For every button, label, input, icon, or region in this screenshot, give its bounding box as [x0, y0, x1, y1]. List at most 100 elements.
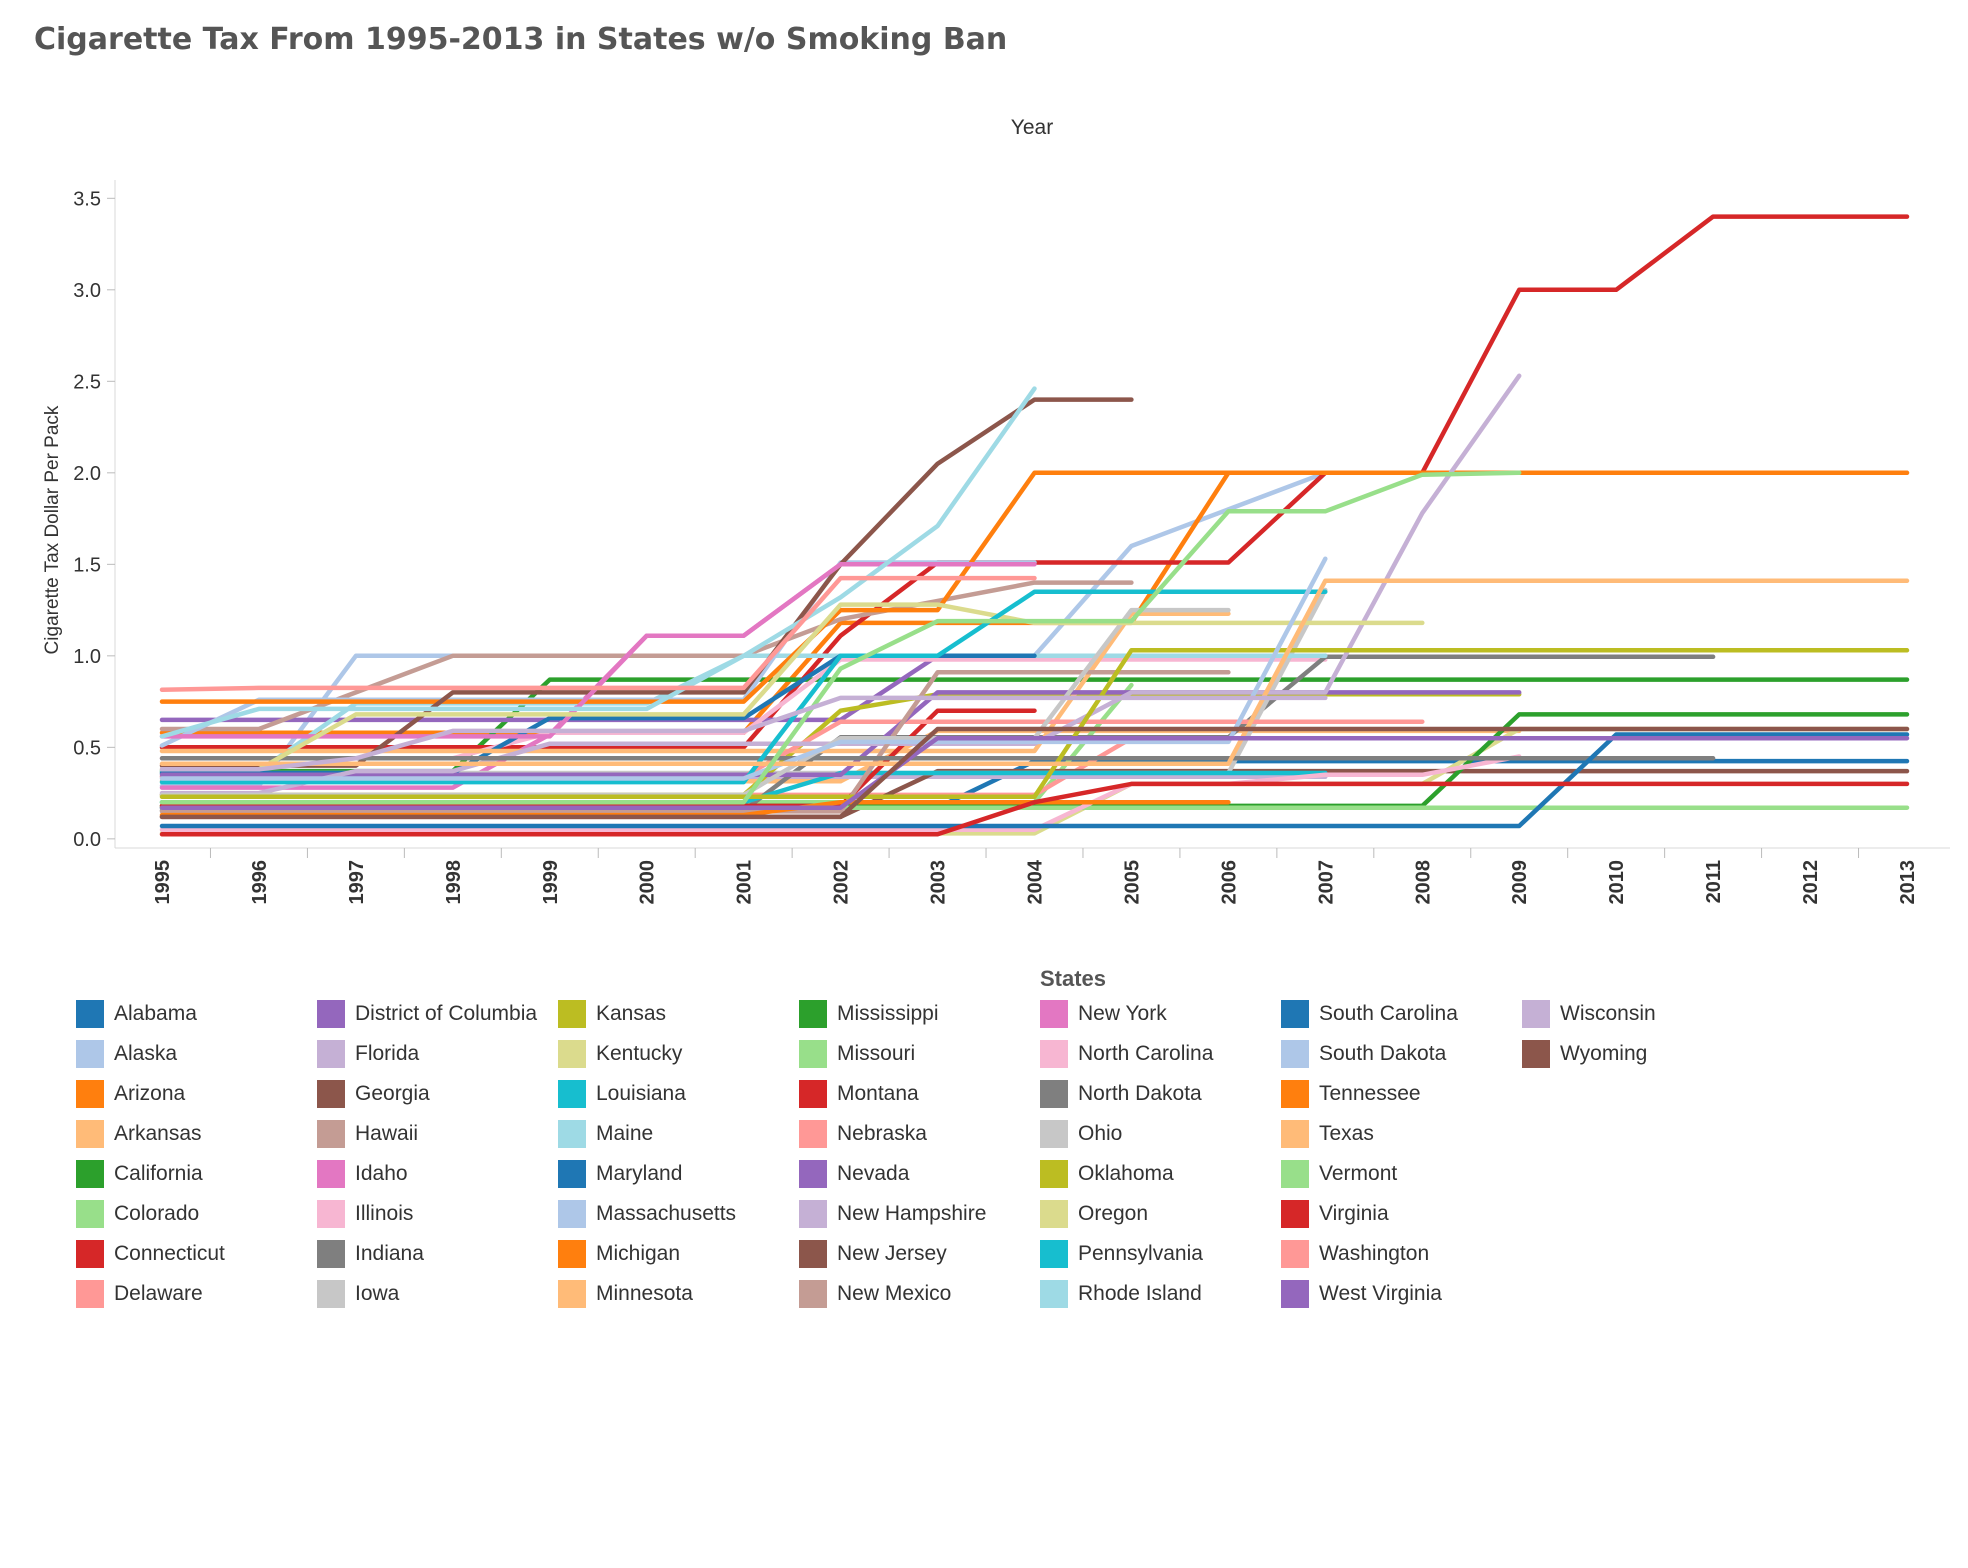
series-line-west-virginia	[159, 735, 1910, 810]
legend-item[interactable]: New Jersey	[799, 1238, 947, 1270]
legend-item[interactable]: New Hampshire	[799, 1198, 986, 1230]
legend-label: New Jersey	[837, 1242, 947, 1265]
legend-item[interactable]: Massachusetts	[558, 1198, 736, 1230]
legend-swatch	[76, 1240, 104, 1268]
legend-item[interactable]: Arizona	[76, 1078, 185, 1110]
legend-label: District of Columbia	[355, 1002, 538, 1025]
legend-item[interactable]: Nevada	[799, 1158, 909, 1190]
x-tick-label: 2005	[1121, 860, 1143, 905]
legend-item[interactable]: Wisconsin	[1522, 998, 1656, 1030]
legend-item[interactable]: Indiana	[317, 1238, 424, 1270]
legend-item[interactable]: Michigan	[558, 1238, 680, 1270]
legend-item[interactable]: Georgia	[317, 1078, 430, 1110]
x-tick-label: 2009	[1509, 860, 1531, 905]
x-tick-label: 1999	[540, 860, 562, 905]
legend-item[interactable]: Rhode Island	[1040, 1278, 1202, 1310]
series-lines	[159, 214, 1910, 837]
x-tick-label: 2010	[1606, 860, 1628, 905]
legend-item[interactable]: North Carolina	[1040, 1038, 1213, 1070]
legend-item[interactable]: Mississippi	[799, 998, 939, 1030]
legend-item[interactable]: Delaware	[76, 1278, 203, 1310]
legend-swatch	[558, 1000, 586, 1028]
legend-item[interactable]: North Dakota	[1040, 1078, 1202, 1110]
legend-item[interactable]: Nebraska	[799, 1118, 927, 1150]
legend-item[interactable]: Washington	[1281, 1238, 1429, 1270]
legend-item[interactable]: Virginia	[1281, 1198, 1389, 1230]
legend-item[interactable]: Montana	[799, 1078, 919, 1110]
legend-label: Ohio	[1078, 1122, 1123, 1145]
legend-swatch	[317, 1240, 345, 1268]
x-tick-label: 2000	[637, 860, 659, 905]
legend-item[interactable]: Florida	[317, 1038, 419, 1070]
legend: Alabama Alaska Arizona Arkansas California Co…	[76, 998, 1776, 1318]
legend-item[interactable]: Wyoming	[1522, 1038, 1647, 1070]
legend-item[interactable]: Texas	[1281, 1118, 1374, 1150]
legend-item[interactable]: Louisiana	[558, 1078, 686, 1110]
legend-swatch	[317, 1280, 345, 1308]
x-tick-label: 2006	[1218, 860, 1240, 905]
legend-label: New Mexico	[837, 1282, 952, 1305]
legend-swatch	[558, 1120, 586, 1148]
legend-item[interactable]: Missouri	[799, 1038, 915, 1070]
y-tick-label: 2.5	[73, 371, 101, 393]
legend-label: Indiana	[355, 1242, 424, 1265]
series-line-hawaii	[159, 580, 1134, 732]
legend-swatch	[799, 1120, 827, 1148]
legend-item[interactable]: Connecticut	[76, 1238, 225, 1270]
legend-item[interactable]: District of Columbia	[317, 998, 537, 1030]
x-axis-title: Year	[1011, 116, 1053, 139]
legend-label: Oklahoma	[1078, 1162, 1174, 1185]
legend-item[interactable]: Maine	[558, 1118, 653, 1150]
legend-item[interactable]: Kentucky	[558, 1038, 682, 1070]
legend-item[interactable]: New York	[1040, 998, 1167, 1030]
legend-item[interactable]: Idaho	[317, 1158, 408, 1190]
legend-item[interactable]: Vermont	[1281, 1158, 1397, 1190]
legend-item[interactable]: Illinois	[317, 1198, 413, 1230]
legend-item[interactable]: Colorado	[76, 1198, 199, 1230]
series-line-rhode-island	[159, 386, 1037, 739]
legend-swatch	[1522, 1040, 1550, 1068]
legend-item[interactable]: Ohio	[1040, 1118, 1122, 1150]
legend-item[interactable]: West Virginia	[1281, 1278, 1442, 1310]
legend-swatch	[1281, 1160, 1309, 1188]
legend-item[interactable]: Minnesota	[558, 1278, 693, 1310]
x-tick-label: 2001	[734, 860, 756, 905]
legend-item[interactable]: South Carolina	[1281, 998, 1458, 1030]
legend-label: Colorado	[114, 1202, 200, 1225]
legend-swatch	[317, 1160, 345, 1188]
y-axis: 0.0 0.5 1.0 1.5 2.0 2.5 3.0 3.5	[73, 188, 115, 851]
legend-item[interactable]: Tennessee	[1281, 1078, 1421, 1110]
legend-label: Georgia	[355, 1082, 430, 1105]
y-axis-title: Cigarette Tax Dollar Per Pack	[42, 405, 63, 654]
legend-item[interactable]: Hawaii	[317, 1118, 418, 1150]
legend-label: Wisconsin	[1560, 1002, 1656, 1025]
legend-item[interactable]: Pennsylvania	[1040, 1238, 1203, 1270]
legend-item[interactable]: Alabama	[76, 998, 197, 1030]
legend-item[interactable]: Oklahoma	[1040, 1158, 1174, 1190]
legend-swatch	[317, 1040, 345, 1068]
legend-item[interactable]: Arkansas	[76, 1118, 202, 1150]
legend-item[interactable]: Oregon	[1040, 1198, 1148, 1230]
legend-swatch	[1281, 1240, 1309, 1268]
legend-label: Florida	[355, 1042, 420, 1065]
legend-item[interactable]: Maryland	[558, 1158, 682, 1190]
legend-label: Texas	[1319, 1122, 1374, 1145]
legend-item[interactable]: New Mexico	[799, 1278, 951, 1310]
legend-swatch	[558, 1160, 586, 1188]
legend-item[interactable]: South Dakota	[1281, 1038, 1446, 1070]
legend-item[interactable]: California	[76, 1158, 203, 1190]
legend-label: Nebraska	[837, 1122, 927, 1145]
legend-swatch	[317, 1120, 345, 1148]
legend-item[interactable]: Iowa	[317, 1278, 399, 1310]
legend-swatch	[76, 1080, 104, 1108]
x-tick-label: 2004	[1025, 859, 1047, 904]
legend-item[interactable]: Alaska	[76, 1038, 177, 1070]
legend-label: Alaska	[114, 1042, 178, 1065]
legend-swatch	[1040, 1280, 1068, 1308]
legend-swatch	[799, 1200, 827, 1228]
legend-item[interactable]: Kansas	[558, 998, 666, 1030]
y-tick-label: 3.5	[73, 188, 101, 210]
legend-label: Maryland	[596, 1162, 683, 1185]
legend-label: New Hampshire	[837, 1202, 987, 1225]
series-line-michigan	[159, 470, 1522, 704]
